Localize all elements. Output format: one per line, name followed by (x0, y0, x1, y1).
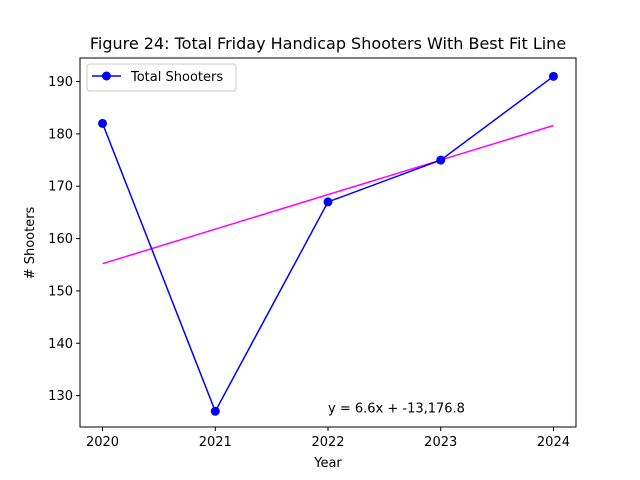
x-tick-label: 2021 (199, 435, 232, 450)
data-point (210, 406, 220, 416)
series-line (101, 75, 554, 414)
y-tick-label: 180 (48, 127, 73, 142)
best-fit-line (102, 124, 554, 265)
y-tick-label: 190 (48, 75, 73, 90)
x-tick-label: 2024 (537, 435, 570, 450)
x-axis: 2020 2021 2022 2023 2024 (86, 427, 570, 450)
y-axis-label: # Shooters (23, 206, 38, 279)
x-tick-label: 2020 (86, 435, 119, 450)
data-point (436, 155, 446, 165)
y-tick-label: 130 (48, 389, 73, 404)
y-tick-label: 170 (48, 180, 73, 195)
x-axis-label: Year (313, 456, 342, 471)
chart-title: Figure 24: Total Friday Handicap Shooter… (90, 34, 566, 53)
x-tick-label: 2023 (424, 435, 457, 450)
y-axis: 130 140 150 160 170 180 190 (48, 75, 80, 404)
legend-label: Total Shooters (130, 70, 223, 85)
plot-frame (79, 57, 577, 428)
legend-marker-swatch (102, 71, 111, 81)
fit-equation-annotation: y = 6.6x + -13,176.8 (328, 402, 465, 417)
x-tick-label: 2022 (311, 435, 344, 450)
legend: Total Shooters (86, 63, 237, 92)
data-point (548, 71, 558, 81)
data-point (98, 118, 108, 128)
y-tick-label: 140 (48, 337, 73, 352)
series-layer (98, 71, 558, 416)
fit-layer (102, 124, 554, 265)
y-tick-label: 160 (48, 232, 73, 247)
data-point (323, 197, 333, 207)
y-tick-label: 150 (48, 284, 73, 299)
legend-box (86, 63, 237, 92)
annotation-layer: y = 6.6x + -13,176.8 (328, 402, 465, 417)
